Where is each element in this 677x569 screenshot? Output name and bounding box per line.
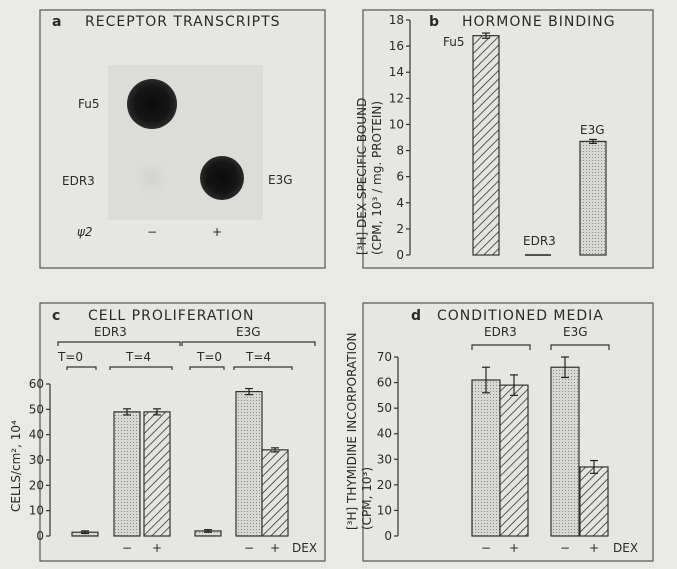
- panel-c-bar-1: [113, 411, 141, 537]
- panel-c-group-edr3: EDR3: [94, 325, 127, 339]
- panel-d-dex-label-0: −: [481, 541, 491, 555]
- panel-d-dex-title: DEX: [613, 541, 638, 555]
- panel-b-ytick-label-7: 14: [389, 65, 404, 79]
- panel-b-ytick-label-1: 2: [396, 222, 404, 236]
- panel-d-bar-2: [550, 366, 580, 537]
- panel-c-time-3: T=0: [196, 350, 222, 364]
- panel-a-letter: a: [52, 14, 61, 30]
- panel-c-bar-2: [143, 411, 171, 537]
- panel-d-group-edr3: EDR3: [484, 325, 517, 339]
- panel-d-ytick-label-7: 70: [377, 350, 392, 364]
- panel-c-ytick-label-3: 30: [29, 453, 44, 467]
- panel-c-ytick-label-6: 60: [29, 377, 44, 391]
- blot-label-fu5: Fu5: [78, 97, 100, 111]
- panel-c-dex-label-2: +: [152, 541, 162, 555]
- blot-membrane: [108, 65, 263, 220]
- panel-c-ytick-label-4: 40: [29, 428, 44, 442]
- bracket-c-t0-b: [189, 366, 225, 370]
- panel-d-dex-label-2: −: [560, 541, 570, 555]
- panel-c-dex-label-4: −: [244, 541, 254, 555]
- panel-b-bar-0: [472, 35, 500, 256]
- panel-b-ytick-label-0: 0: [396, 248, 404, 262]
- panel-c-ytick-label-0: 0: [36, 529, 44, 543]
- panel-c-time-2: T=4: [125, 350, 151, 364]
- panel-d-ylabel-2: (CPM, 10³): [360, 467, 374, 530]
- panel-d-ylabel-1: [³H] THYMIDINE INCORPORATION: [345, 332, 359, 530]
- panel-d-ytick-label-1: 10: [377, 503, 392, 517]
- panel-d-group-e3g: E3G: [563, 325, 588, 339]
- panel-c-ylabel: CELLS/cm², 10⁴: [9, 420, 23, 512]
- panel-c-ytick-label-5: 50: [29, 402, 44, 416]
- panel-b-title: HORMONE BINDING: [462, 14, 616, 30]
- bracket-c-t0-a: [66, 366, 97, 370]
- blot-label-e3g: E3G: [268, 173, 293, 187]
- blot-spot-fu5: [127, 79, 177, 129]
- panel-b-category-0: Fu5: [443, 35, 465, 49]
- panel-c-dex-label-1: −: [122, 541, 132, 555]
- panel-c-time-4: T=4: [245, 350, 271, 364]
- panel-b-letter: b: [429, 14, 439, 30]
- blot-col-minus: −: [147, 225, 157, 239]
- panel-d-ytick-label-6: 60: [377, 376, 392, 390]
- panel-a-title: RECEPTOR TRANSCRIPTS: [85, 14, 281, 30]
- panel-c-letter: c: [52, 308, 60, 324]
- panel-d-bar-1: [499, 384, 529, 537]
- panel-c-bar-5: [261, 449, 289, 537]
- panel-d-bar-0: [471, 379, 501, 537]
- panel-d-ytick-label-5: 50: [377, 401, 392, 415]
- bracket-d-edr3: [471, 344, 531, 350]
- panel-c-ytick-label-1: 10: [29, 504, 44, 518]
- panel-c-title: CELL PROLIFERATION: [88, 308, 255, 324]
- panel-d-ytick-label-0: 0: [384, 529, 392, 543]
- panel-d-title: CONDITIONED MEDIA: [437, 308, 604, 324]
- panel-b-category-1: EDR3: [523, 234, 556, 248]
- panel-c-group-e3g: E3G: [236, 325, 261, 339]
- panel-d-ytick-label-3: 30: [377, 452, 392, 466]
- panel-b-category-2: E3G: [580, 123, 605, 137]
- bracket-c-e3g: [181, 341, 316, 346]
- blot-spot-edr3: [133, 160, 169, 196]
- panel-b-ytick-label-8: 16: [389, 39, 404, 53]
- blot-col-plus: +: [212, 225, 222, 239]
- blot-label-edr3: EDR3: [62, 174, 95, 188]
- panel-c-dex-label-5: +: [270, 541, 280, 555]
- panel-c-ytick-label-2: 20: [29, 478, 44, 492]
- bracket-d-e3g: [550, 344, 610, 350]
- panel-c-dex-title: DEX: [292, 541, 317, 555]
- bracket-c-edr3: [57, 341, 181, 346]
- bracket-c-t4-a: [109, 366, 173, 370]
- panel-d-dex-label-1: +: [509, 541, 519, 555]
- panel-d-ytick-label-2: 20: [377, 478, 392, 492]
- panel-b-ylabel-1: [³H] DEX SPECIFIC BOUND: [355, 98, 369, 255]
- panel-b-ytick-label-9: 18: [389, 13, 404, 27]
- brackets: [57, 341, 610, 370]
- panel-b-bar-2: [579, 140, 607, 256]
- panel-b-ylabel-2: (CPM, 10³ / mg. PROTEIN): [370, 101, 384, 255]
- charts-layer: 0 2 4 6 8 10 12 14 16 18 Fu5 EDR3 E3G 0 10 20 30 40 50 60 − +…: [29, 13, 609, 555]
- panel-d-letter: d: [411, 308, 421, 324]
- panel-b-ytick-label-3: 6: [396, 170, 404, 184]
- bracket-c-t4-b: [233, 366, 293, 370]
- panel-d-dex-label-3: +: [589, 541, 599, 555]
- panel-c-time-1: T=0: [57, 350, 83, 364]
- panel-b-ytick-label-5: 10: [389, 117, 404, 131]
- panel-b-ytick-label-4: 8: [396, 144, 404, 158]
- panel-d-bar-3: [579, 466, 609, 537]
- blot-x-label: ψ2: [77, 225, 93, 239]
- panel-c-bar-4: [235, 391, 263, 537]
- panel-d-ytick-label-4: 40: [377, 427, 392, 441]
- panel-b-ytick-label-2: 4: [396, 196, 404, 210]
- blot-spot-e3g: [200, 156, 244, 200]
- panel-b-ytick-label-6: 12: [389, 91, 404, 105]
